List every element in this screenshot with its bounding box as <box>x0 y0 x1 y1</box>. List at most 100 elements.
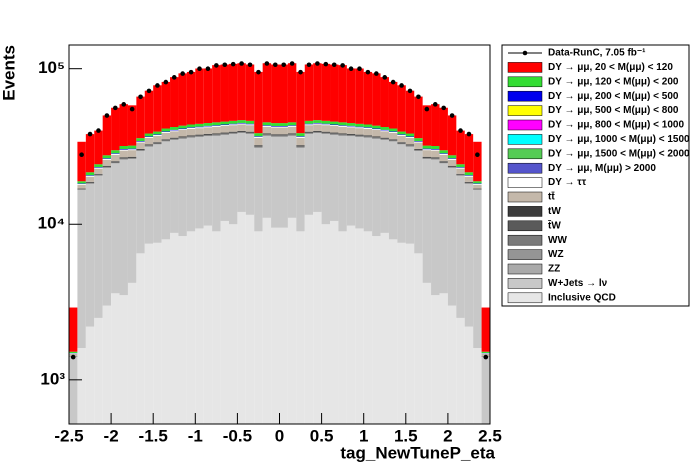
x-tick-label: -1 <box>188 426 203 445</box>
histogram-bar <box>346 134 356 136</box>
data-point <box>180 71 185 76</box>
histogram-bar <box>346 125 356 127</box>
histogram-bar <box>456 174 465 176</box>
histogram-bar <box>220 125 229 126</box>
histogram-bar <box>262 126 272 134</box>
histogram-bar <box>372 137 381 138</box>
data-point <box>138 94 143 100</box>
histogram-bar <box>136 142 145 149</box>
histogram-bar <box>363 127 373 128</box>
x-tick-label: -1.5 <box>139 426 168 445</box>
histogram-bar <box>178 137 187 138</box>
histogram-bar <box>330 132 339 134</box>
histogram-bar <box>279 136 288 228</box>
histogram-bar <box>271 123 280 127</box>
histogram-bar <box>405 133 415 137</box>
histogram-bar <box>464 175 474 177</box>
histogram-bar <box>296 231 305 424</box>
histogram-bar <box>304 133 314 134</box>
legend-label: DY → μμ, M(μμ) > 2000 <box>548 163 656 174</box>
histogram-bar <box>178 136 187 138</box>
data-point <box>188 69 194 75</box>
histogram-bar <box>355 228 364 424</box>
histogram-bar <box>170 137 179 139</box>
histogram-bar <box>380 129 389 131</box>
histogram-bar <box>414 142 423 149</box>
histogram-bar <box>414 148 423 150</box>
histogram-bar <box>431 150 440 158</box>
histogram-bar <box>136 138 145 142</box>
x-tick-label: 1.5 <box>394 426 418 445</box>
histogram-bar <box>85 172 95 176</box>
histogram-bar <box>346 135 356 136</box>
legend-label: DY → μμ, 120 < M(μμ) < 200 <box>548 76 679 87</box>
histogram-bar <box>212 126 221 134</box>
histogram-bar <box>111 163 120 294</box>
histogram-bar <box>77 190 86 349</box>
data-point <box>113 105 118 111</box>
histogram-bar <box>447 155 457 159</box>
legend-swatch <box>507 62 543 73</box>
histogram-bar <box>388 131 398 132</box>
histogram-bar <box>271 127 280 135</box>
histogram-bar <box>212 125 221 127</box>
histogram-bar <box>144 243 154 424</box>
histogram-bar <box>355 136 364 229</box>
histogram-bar <box>153 134 162 135</box>
histogram-bar <box>94 167 103 168</box>
histogram-bar <box>136 149 145 151</box>
histogram-bar <box>127 156 137 158</box>
histogram-bar <box>304 123 314 125</box>
histogram-bar <box>77 141 86 182</box>
legend <box>501 44 690 307</box>
legend-label: DY → μμ, 500 < M(μμ) < 800 <box>548 105 679 116</box>
histogram-bar <box>237 124 246 131</box>
histogram-bar <box>279 64 288 124</box>
histogram-bar <box>178 73 187 126</box>
histogram-bar <box>279 123 288 127</box>
histogram-bar <box>279 135 288 136</box>
histogram-bar <box>195 228 204 424</box>
histogram-bar <box>144 137 154 138</box>
histogram-bar <box>330 125 339 126</box>
histogram-bar <box>237 122 246 124</box>
data-point <box>298 69 303 75</box>
histogram-bar <box>212 135 221 232</box>
histogram-bar <box>94 317 103 424</box>
histogram-bar <box>422 158 432 159</box>
histogram-bar <box>287 135 297 218</box>
histogram-bar <box>330 124 339 126</box>
histogram-bar <box>414 253 423 424</box>
data-point <box>424 106 430 112</box>
histogram-bar <box>363 135 373 137</box>
histogram-bar <box>414 96 423 139</box>
histogram-bar <box>85 182 95 184</box>
histogram-bar <box>94 173 103 175</box>
histogram-bar <box>119 149 128 150</box>
histogram-bar <box>380 127 389 130</box>
x-tick-label: 2.5 <box>478 426 502 445</box>
histogram-bar <box>237 132 246 133</box>
histogram-bar <box>372 236 381 424</box>
histogram-bar <box>405 146 415 244</box>
x-tick-label: 0.5 <box>310 426 334 445</box>
histogram-bar <box>220 121 229 125</box>
histogram-bar <box>372 73 381 126</box>
y-tick-label: 10⁵ <box>38 58 65 77</box>
histogram-bar <box>346 136 356 226</box>
histogram-bar <box>473 181 482 184</box>
histogram-bar <box>228 131 238 133</box>
histogram-bar <box>195 135 204 137</box>
histogram-bar <box>102 305 112 424</box>
histogram-bar <box>422 156 432 158</box>
legend-swatch <box>507 90 543 102</box>
histogram-bar <box>262 133 272 135</box>
histogram-bar <box>94 175 103 318</box>
histogram-bar <box>431 159 440 296</box>
histogram-bar <box>161 81 171 129</box>
histogram-bar <box>397 144 406 243</box>
data-point <box>272 62 278 68</box>
histogram-bar <box>195 68 204 124</box>
legend-swatch <box>507 220 543 232</box>
histogram-bar <box>464 172 474 176</box>
